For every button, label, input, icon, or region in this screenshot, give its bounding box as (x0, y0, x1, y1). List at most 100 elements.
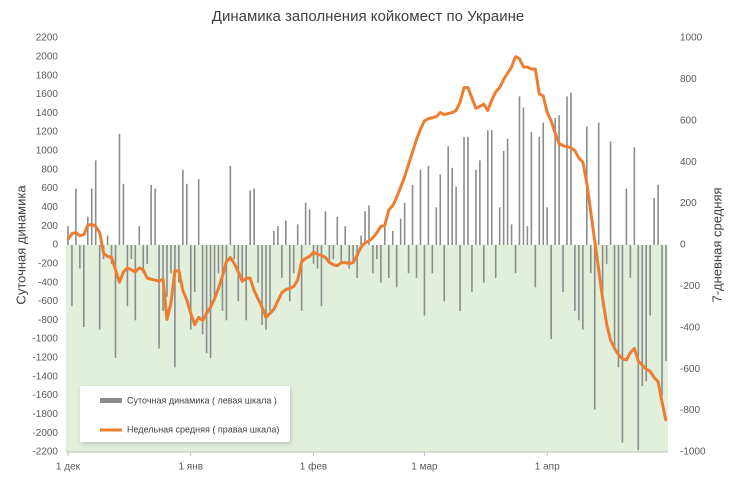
bar (479, 160, 481, 245)
bar (134, 245, 137, 321)
x-tick-label: 1 мар (411, 462, 438, 473)
bar (340, 245, 343, 262)
bar (90, 188, 93, 245)
y-axis-title: Суточная динамика (13, 185, 28, 305)
legend-swatch (100, 398, 122, 403)
bar (348, 245, 350, 269)
bar (403, 202, 406, 245)
bar (118, 133, 121, 245)
y2-tick-label: 200 (680, 198, 697, 209)
bar (625, 188, 628, 245)
bar (273, 230, 275, 245)
y-tick-label: 2200 (36, 33, 59, 44)
y-tick-label: 2000 (36, 51, 59, 62)
bar (637, 245, 640, 451)
bar (332, 245, 335, 260)
y-tick-label: -2000 (32, 428, 58, 439)
bar (98, 245, 101, 330)
bar (269, 245, 271, 311)
y-tick-label: -600 (38, 296, 58, 307)
bar (380, 245, 382, 283)
y-tick-label: 1000 (36, 146, 59, 157)
x-tick-label: 1 апр (535, 462, 560, 473)
bar (498, 207, 501, 245)
bar (483, 245, 485, 283)
bar (653, 197, 655, 245)
bar (376, 245, 378, 260)
bar (530, 132, 533, 245)
bar (578, 245, 580, 321)
bar (387, 245, 390, 278)
bar (633, 147, 636, 245)
bar (593, 245, 596, 410)
bar (534, 245, 537, 288)
bar (574, 245, 576, 311)
y-tick-label: 1600 (36, 89, 59, 100)
y2-tick-label: 600 (680, 115, 697, 126)
bar (427, 165, 430, 245)
bar (316, 245, 319, 269)
line (66, 55, 668, 422)
bar (75, 188, 77, 245)
bar (629, 245, 632, 278)
bar (328, 245, 331, 264)
y-tick-label: 400 (41, 202, 58, 213)
y-tick-label: -1200 (32, 353, 58, 364)
bar (415, 245, 418, 278)
bar (265, 245, 267, 330)
bar (657, 184, 659, 245)
bar (352, 245, 354, 264)
y-tick-label: 1200 (36, 127, 59, 138)
bar (384, 224, 386, 245)
bar (320, 245, 323, 307)
y2-tick-label: -400 (680, 322, 700, 333)
bar (225, 245, 228, 321)
bar (566, 96, 568, 245)
bar (471, 245, 473, 293)
bar (209, 245, 212, 358)
y2-tick-label: 400 (680, 157, 697, 168)
y-tick-label: 600 (41, 183, 58, 194)
bar (288, 245, 291, 302)
bar (281, 245, 283, 278)
bar (364, 211, 366, 245)
bar (241, 245, 244, 283)
bar (391, 230, 394, 245)
bar (189, 245, 192, 330)
y-tick-label: -2200 (32, 447, 58, 458)
plot: -2200-2000-1800-1600-1400-1200-1000-800-… (32, 33, 706, 473)
bar (138, 226, 141, 245)
bar (506, 138, 509, 245)
bar (296, 224, 299, 245)
bar (106, 235, 109, 245)
bar (285, 220, 287, 245)
bar (411, 184, 414, 245)
bar (146, 245, 148, 264)
bar (277, 226, 279, 245)
bar (217, 245, 220, 274)
y-tick-label: -200 (38, 258, 58, 269)
y-tick-label: -1400 (32, 371, 58, 382)
y2-tick-label: 800 (680, 74, 697, 85)
bar (562, 245, 564, 293)
bar (114, 245, 117, 358)
y-tick-label: 0 (52, 240, 58, 251)
bar (178, 245, 180, 283)
y2-tick-label: -200 (680, 281, 700, 292)
bar (490, 130, 493, 245)
bar (605, 245, 608, 264)
bar (233, 245, 236, 260)
bar (86, 216, 89, 245)
bar (439, 174, 442, 245)
bar (360, 235, 362, 245)
bar (665, 245, 667, 361)
y-tick-label: -400 (38, 277, 58, 288)
bar (130, 245, 133, 260)
y2-tick-label: 0 (680, 240, 686, 251)
bar (423, 245, 426, 316)
bar (550, 245, 552, 340)
x-tick-label: 1 фев (300, 461, 327, 473)
bar (570, 92, 572, 245)
y-tick-label: 1400 (36, 108, 59, 119)
y2-tick-label: 1000 (680, 33, 703, 44)
